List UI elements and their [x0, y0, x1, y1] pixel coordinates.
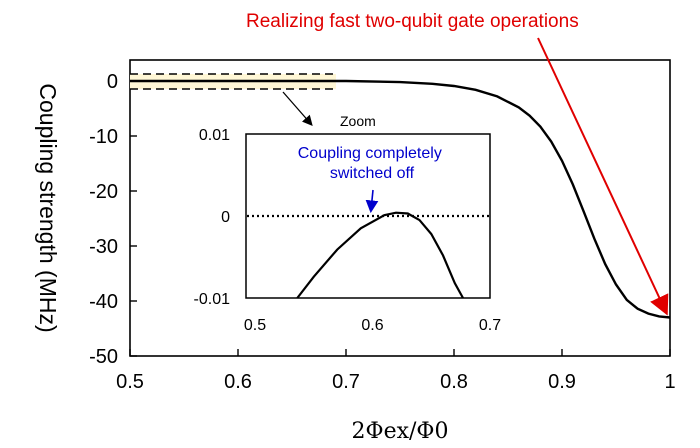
x-tick-label: 0.8 — [440, 371, 468, 393]
inset-x-tick-label: 0.5 — [244, 317, 266, 334]
x-tick-label: 1 — [664, 371, 675, 393]
inset-y-tick-label: 0 — [221, 209, 230, 226]
y-axis-title: Coupling strength (MHz) — [35, 83, 61, 332]
inset-axis-tick-labels: 0.5 0.6 0.7 0.01 0 -0.01 — [194, 127, 502, 334]
main-axis-tick-labels: 0.5 0.6 0.7 0.8 0.9 1 0 -10 -20 -30 -40 -50 — [89, 71, 675, 393]
x-axis-title: 2Φex/Φ0 — [352, 419, 449, 444]
inset-series-line — [296, 211, 464, 299]
y-tick-label: -10 — [89, 126, 118, 148]
main-series-line — [130, 79, 671, 319]
inset-y-tick-label: 0.01 — [199, 127, 230, 144]
y-tick-label: -30 — [89, 236, 118, 258]
x-tick-label: 0.5 — [116, 371, 144, 393]
x-tick-label: 0.9 — [548, 371, 576, 393]
red-annotation-text: Realizing fast two-qubit gate operations — [246, 11, 579, 32]
zoom-pointer-arrow — [282, 91, 313, 126]
y-tick-label: -40 — [89, 291, 118, 313]
x-tick-label: 0.7 — [332, 371, 360, 393]
red-annotation-arrow — [537, 37, 669, 316]
y-tick-label: 0 — [107, 71, 118, 93]
blue-annotation-arrow — [365, 189, 379, 214]
y-tick-label: -20 — [89, 181, 118, 203]
zoom-label: Zoom — [340, 113, 376, 129]
inset-x-tick-label: 0.7 — [479, 317, 501, 334]
inset-y-tick-label: -0.01 — [194, 291, 231, 308]
main-plot-frame — [129, 59, 671, 357]
x-tick-label: 0.6 — [224, 371, 252, 393]
y-tick-label: -50 — [89, 346, 118, 368]
blue-annotation-text: Coupling completely switched off — [298, 145, 447, 182]
inset-x-tick-label: 0.6 — [361, 317, 383, 334]
